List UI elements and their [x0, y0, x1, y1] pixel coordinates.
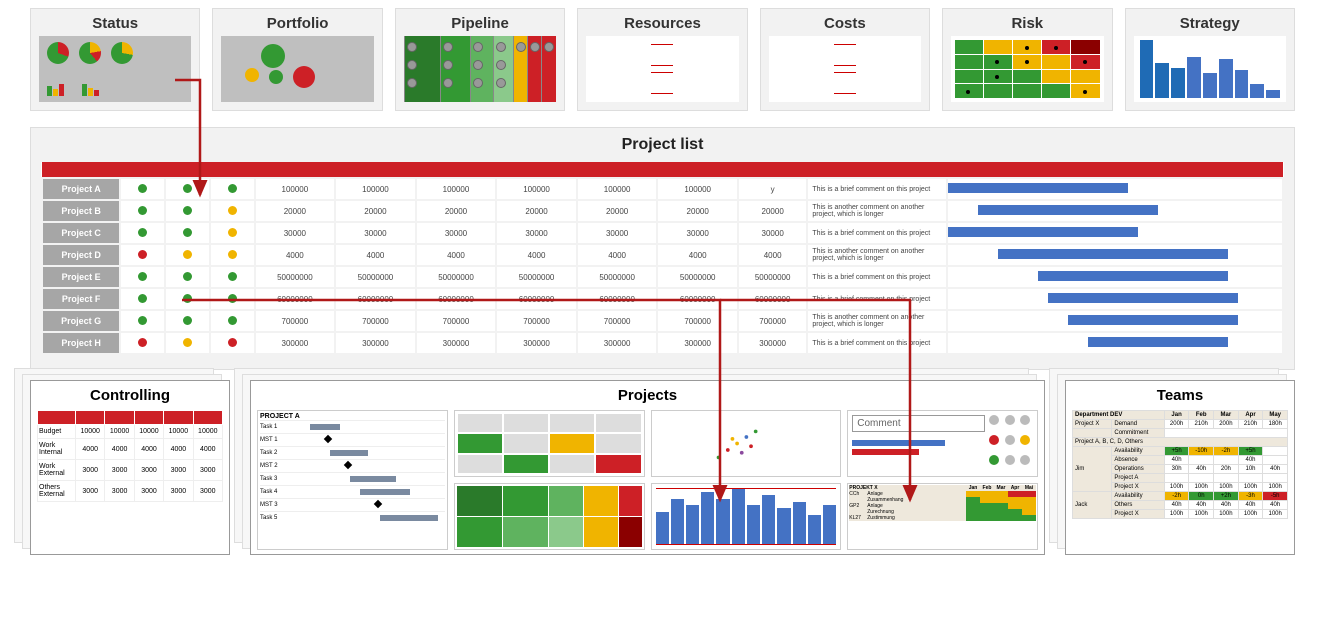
- strategy-thumb: [1134, 36, 1286, 102]
- table-row[interactable]: Project E5000000050000000500000005000000…: [42, 266, 1283, 288]
- tile-title: Costs: [824, 15, 866, 32]
- proj-cell-treemap: [454, 483, 645, 550]
- status-thumb: [39, 36, 191, 102]
- project-list-table: Project A1000001000001000001000001000001…: [41, 162, 1284, 355]
- pipeline-thumb: [404, 36, 556, 102]
- resources-thumb: [586, 36, 738, 102]
- projects-grid: PROJECT A Task 1MST 1Task 2MST 2Task 3Ta…: [257, 410, 1038, 550]
- tile-costs[interactable]: Costs: [760, 8, 930, 111]
- table-row[interactable]: Project C3000030000300003000030000300003…: [42, 222, 1283, 244]
- tile-portfolio[interactable]: Portfolio: [212, 8, 382, 111]
- proj-cell-bars: [651, 483, 842, 550]
- teams-table: Department DEVJanFebMarAprMayProject XDe…: [1072, 410, 1288, 519]
- tile-title: Pipeline: [451, 15, 509, 32]
- portfolio-thumb: [221, 36, 373, 102]
- table-row[interactable]: Project D4000400040004000400040004000Thi…: [42, 244, 1283, 266]
- controlling-title: Controlling: [37, 387, 223, 404]
- tile-title: Portfolio: [267, 15, 329, 32]
- teams-stack[interactable]: Teams Department DEVJanFebMarAprMayProje…: [1065, 380, 1295, 555]
- project-list-panel: Project list Project A100000100000100000…: [30, 127, 1295, 370]
- tile-title: Strategy: [1180, 15, 1240, 32]
- tile-status[interactable]: Status: [30, 8, 200, 111]
- risk-thumb: [951, 36, 1103, 102]
- costs-thumb: [769, 36, 921, 102]
- table-row[interactable]: Project F6000000060000000600000006000000…: [42, 288, 1283, 310]
- bottom-row: Controlling Budget1000010000100001000010…: [0, 380, 1325, 555]
- tile-title: Status: [92, 15, 138, 32]
- project-list-title: Project list: [41, 136, 1284, 154]
- controlling-table: Budget1000010000100001000010000Work Inte…: [37, 410, 223, 502]
- table-row[interactable]: Project A1000001000001000001000001000001…: [42, 178, 1283, 200]
- proj-cell-kanban: [454, 410, 645, 477]
- tile-pipeline[interactable]: Pipeline: [395, 8, 565, 111]
- projects-title: Projects: [257, 387, 1038, 404]
- tile-title: Resources: [624, 15, 701, 32]
- tile-resources[interactable]: Resources: [577, 8, 747, 111]
- teams-title: Teams: [1072, 387, 1288, 404]
- tile-strategy[interactable]: Strategy: [1125, 8, 1295, 111]
- proj-cell-scatter: [651, 410, 842, 477]
- table-row[interactable]: Project G7000007000007000007000007000007…: [42, 310, 1283, 332]
- proj-cell-projekt-x: PROJEKT XJanFebMarAprMaiCChAnlageZusamme…: [847, 483, 1038, 550]
- proj-cell-comment: Comment: [847, 410, 1038, 477]
- proj-cell-gantt: PROJECT A Task 1MST 1Task 2MST 2Task 3Ta…: [257, 410, 448, 550]
- table-row[interactable]: Project B2000020000200002000020000200002…: [42, 200, 1283, 222]
- table-row[interactable]: Project H3000003000003000003000003000003…: [42, 332, 1283, 354]
- tile-title: Risk: [1011, 15, 1043, 32]
- tile-risk[interactable]: Risk: [942, 8, 1112, 111]
- tile-row: Status Portfolio Pipeline Resources: [0, 0, 1325, 119]
- projects-stack[interactable]: Projects PROJECT A Task 1MST 1Task 2MST …: [250, 380, 1045, 555]
- controlling-stack[interactable]: Controlling Budget1000010000100001000010…: [30, 380, 230, 555]
